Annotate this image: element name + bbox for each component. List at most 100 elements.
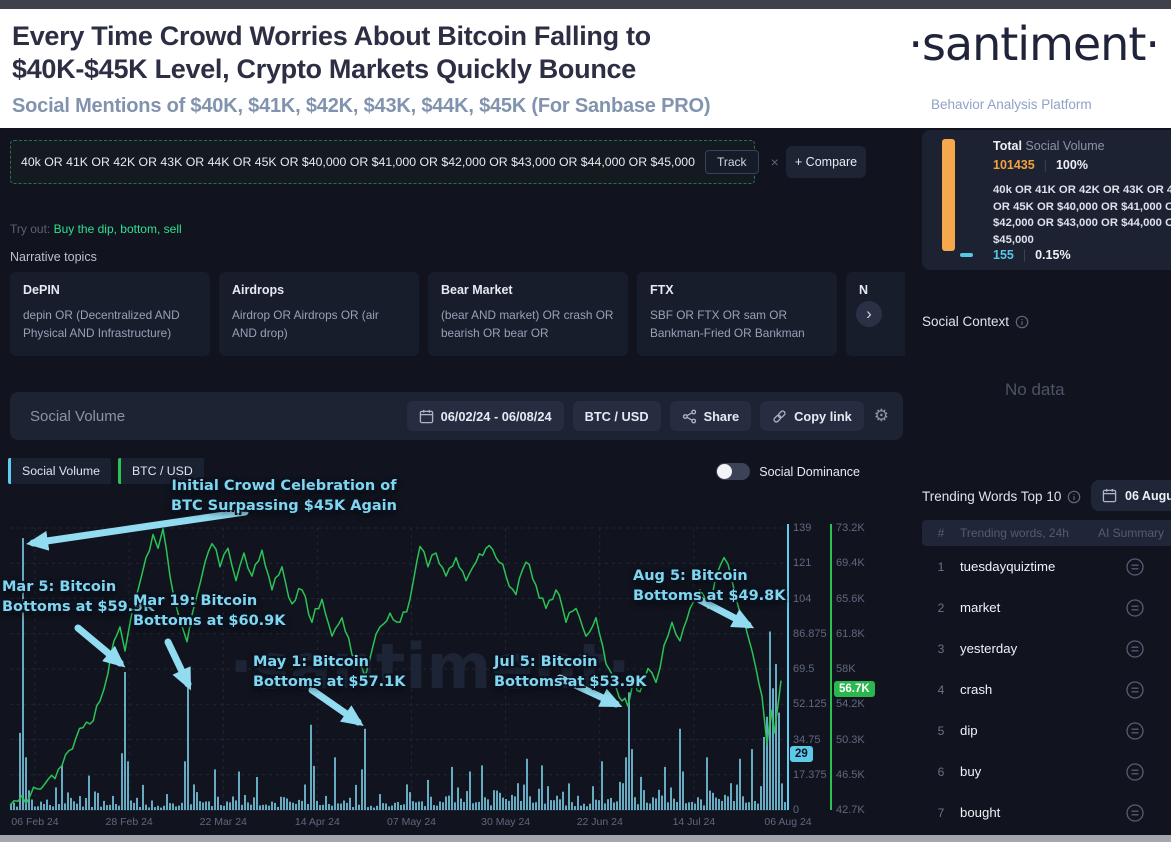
social-volume-chart: ·santiment· Social Volume BTC / USD Soci… — [0, 450, 905, 842]
right-axis-tick: 65.6K — [836, 592, 865, 605]
trending-word-row[interactable]: 4 crash — [922, 669, 1171, 710]
right-axis-tick: 73.2K — [836, 522, 865, 534]
card-query: Airdrop OR Airdrops OR (air AND drop) — [232, 308, 379, 340]
word-text: tuesdayquiztime — [960, 559, 1056, 574]
narrative-card[interactable]: FTX SBF OR FTX OR sam OR Bankman-Fried OR… — [637, 272, 837, 356]
x-axis-tick: 30 May 24 — [481, 816, 531, 828]
calendar-icon — [419, 409, 433, 423]
col-words: Trending words, 24h — [960, 526, 1069, 540]
try-out-row: Try out: Buy the dip, bottom, sell — [10, 222, 182, 236]
social-dominance-toggle[interactable] — [716, 463, 751, 480]
right-axis-tick: 46.5K — [836, 768, 865, 781]
ai-summary-icon[interactable] — [1124, 761, 1146, 783]
trending-words-list: 1 tuesdayquiztime 2 market 3 yesterday 4 crash 5… — [922, 546, 1171, 833]
calendar-icon — [1102, 488, 1117, 503]
card-title: DePIN — [23, 283, 60, 297]
trending-word-row[interactable]: 3 yesterday — [922, 628, 1171, 669]
ai-summary-icon[interactable] — [1124, 597, 1146, 619]
ai-summary-icon[interactable] — [1124, 802, 1146, 824]
current-social-volume-badge: 29 — [790, 746, 813, 762]
date-range-button[interactable]: 06/02/24 - 06/08/24 — [406, 401, 564, 431]
x-axis-tick: 28 Feb 24 — [105, 816, 153, 828]
ai-summary-icon[interactable] — [1124, 638, 1146, 660]
close-icon[interactable]: × — [770, 154, 779, 170]
trending-word-row[interactable]: 6 buy — [922, 751, 1171, 792]
sidebar-query-text: 40k OR 41K OR 42K OR 43K OR 44K OR 45K O… — [993, 184, 1171, 246]
trending-date-button[interactable]: 06 August — [1091, 480, 1171, 511]
panel-title: Social Volume — [30, 407, 126, 425]
link-icon — [773, 409, 786, 423]
narrative-card[interactable]: DePIN depin OR (Decentralized AND Physica… — [10, 272, 210, 356]
left-axis-tick: 0 — [793, 804, 800, 816]
share-button[interactable]: Share — [669, 401, 752, 431]
right-axis-tick: 58K — [836, 663, 856, 675]
search-input[interactable]: 40k OR 41K OR 42K OR 43K OR 44K OR 45K O… — [10, 140, 779, 184]
trending-word-row[interactable]: 1 tuesdayquiztime — [922, 546, 1171, 587]
pair-button[interactable]: BTC / USD — [572, 401, 661, 431]
word-rank: 1 — [937, 559, 945, 574]
search-query-text[interactable]: 40k OR 41K OR 42K OR 43K OR 44K OR 45K O… — [21, 155, 695, 169]
trending-word-row[interactable]: 2 market — [922, 587, 1171, 628]
left-axis-tick: 34.75 — [793, 733, 821, 746]
page-title-line2: $40K-$45K Level, Crypto Markets Quickly … — [12, 54, 636, 84]
legend-btc-usd[interactable]: BTC / USD — [117, 458, 204, 484]
word-text: market — [960, 600, 1001, 615]
word-rank: 5 — [937, 723, 945, 738]
query-values: 155 | 0.15% — [993, 248, 1071, 262]
left-axis-tick: 52.125 — [793, 698, 827, 711]
x-axis-tick: 06 Feb 24 — [11, 816, 59, 828]
word-rank: 2 — [937, 600, 945, 615]
date-range-label: 06/02/24 - 06/08/24 — [440, 408, 552, 424]
trending-date-label: 06 August — [1125, 488, 1171, 503]
query-value: 155 — [993, 248, 1014, 262]
trending-word-row[interactable]: 7 bought — [922, 792, 1171, 833]
right-axis-tick: 42.7K — [836, 804, 865, 816]
copy-link-label: Copy link — [794, 408, 852, 424]
ai-summary-icon[interactable] — [1124, 720, 1146, 742]
total-label: Total Social Volume — [993, 139, 1105, 153]
share-label: Share — [703, 408, 740, 424]
x-axis-tick: 14 Apr 24 — [294, 816, 340, 828]
ai-summary-icon[interactable] — [1124, 679, 1146, 701]
total-value: 101435 — [993, 158, 1035, 172]
narrative-card[interactable]: Airdrops Airdrop OR Airdrops OR (air AND … — [219, 272, 419, 356]
ai-summary-icon[interactable] — [1124, 556, 1146, 578]
card-query: (bear AND market) OR crash OR bearish OR… — [441, 308, 614, 340]
compare-button[interactable]: + Compare — [786, 146, 866, 178]
narrative-card[interactable]: Bear Market (bear AND market) OR crash OR… — [428, 272, 628, 356]
copy-link-button[interactable]: Copy link — [760, 401, 864, 431]
left-axis-tick: 121 — [793, 557, 812, 570]
try-out-links[interactable]: Buy the dip, bottom, sell — [53, 222, 182, 236]
toggle-knob — [717, 464, 733, 479]
col-rank: # — [937, 526, 945, 540]
card-title: Airdrops — [232, 283, 285, 297]
info-icon[interactable] — [1015, 315, 1029, 329]
word-text: dip — [960, 723, 978, 738]
query-pct: 0.15% — [1035, 248, 1071, 262]
legend-social-volume[interactable]: Social Volume — [8, 458, 111, 484]
left-axis-tick: 104 — [793, 592, 812, 605]
logo-tagline: Behavior Analysis Platform — [931, 97, 1092, 112]
narrative-cards: DePIN depin OR (Decentralized AND Physica… — [10, 272, 905, 358]
right-axis-tick: 50.3K — [836, 733, 865, 746]
total-social-volume-panel: Total Social Volume 101435 | 100% 40k OR 4… — [922, 130, 1171, 270]
word-rank: 4 — [937, 682, 945, 697]
horizontal-scrollbar[interactable] — [0, 835, 1171, 842]
x-axis-tick: 22 Jun 24 — [576, 816, 623, 828]
trending-words-label: Trending Words Top 10 — [922, 489, 1062, 504]
trending-word-row[interactable]: 5 dip — [922, 710, 1171, 751]
chart-canvas[interactable]: ·santiment· — [0, 450, 905, 842]
page-title-line1: Every Time Crowd Worries About Bitcoin F… — [12, 21, 651, 51]
track-button[interactable]: Track — [705, 150, 759, 174]
gear-icon[interactable]: ⚙ — [873, 406, 889, 425]
social-volume-header: Social Volume 06/02/24 - 06/08/24 BTC / … — [10, 392, 903, 440]
x-axis-tick: 07 May 24 — [386, 816, 437, 828]
card-query: SBF OR FTX OR sam OR Bankman-Fried OR Ba… — [650, 308, 805, 340]
try-out-label: Try out: — [10, 222, 51, 236]
word-text: bought — [960, 805, 1001, 820]
x-axis-tick: 14 Jul 24 — [672, 816, 716, 828]
chevron-right-icon[interactable]: › — [856, 301, 882, 327]
info-icon[interactable] — [1067, 490, 1081, 504]
santiment-logo: ·santiment· — [908, 17, 1160, 71]
right-axis-tick: 54.2K — [836, 698, 865, 711]
